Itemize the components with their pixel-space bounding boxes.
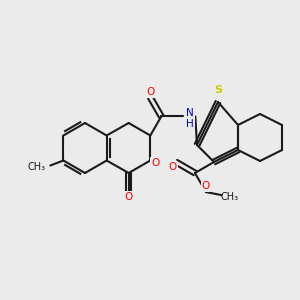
Text: O: O (151, 158, 159, 169)
Text: O: O (202, 181, 210, 191)
Text: S: S (214, 85, 222, 95)
Text: CH₃: CH₃ (220, 192, 238, 202)
Text: N
H: N H (186, 108, 194, 129)
Text: O: O (146, 87, 154, 98)
Text: O: O (169, 162, 177, 172)
Text: O: O (124, 192, 133, 202)
Text: CH₃: CH₃ (27, 161, 45, 172)
